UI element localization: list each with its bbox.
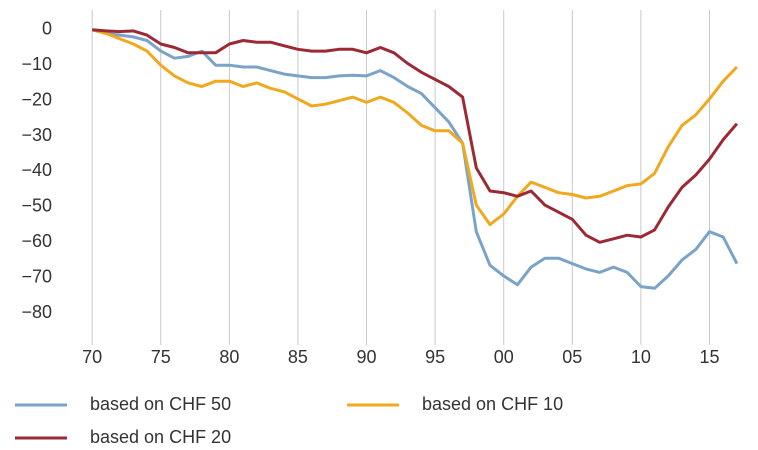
x-tick-label: 10: [631, 347, 651, 367]
x-tick-label: 75: [151, 347, 171, 367]
series-line: [91, 28, 738, 227]
y-tick-label: −70: [21, 266, 52, 286]
y-tick-label: −60: [21, 231, 52, 251]
y-tick-label: −40: [21, 160, 52, 180]
y-tick-label: −80: [21, 302, 52, 322]
x-tick-label: 70: [82, 347, 102, 367]
series-line: [92, 28, 739, 244]
y-tick-label: −20: [21, 89, 52, 109]
legend-label: based on CHF 20: [90, 427, 231, 447]
y-tick-label: −10: [21, 54, 52, 74]
x-tick-label: 80: [219, 347, 239, 367]
y-tick-label: −50: [21, 196, 52, 216]
y-tick-label: 0: [42, 19, 52, 39]
legend-label: based on CHF 50: [90, 394, 231, 414]
x-tick-label: 15: [699, 347, 719, 367]
y-tick-label: −30: [21, 125, 52, 145]
x-tick-label: 95: [425, 347, 445, 367]
x-tick-label: 00: [494, 347, 514, 367]
x-tick-label: 85: [288, 347, 308, 367]
legend-label: based on CHF 10: [422, 394, 563, 414]
x-tick-label: 90: [357, 347, 377, 367]
x-tick-label: 05: [562, 347, 582, 367]
